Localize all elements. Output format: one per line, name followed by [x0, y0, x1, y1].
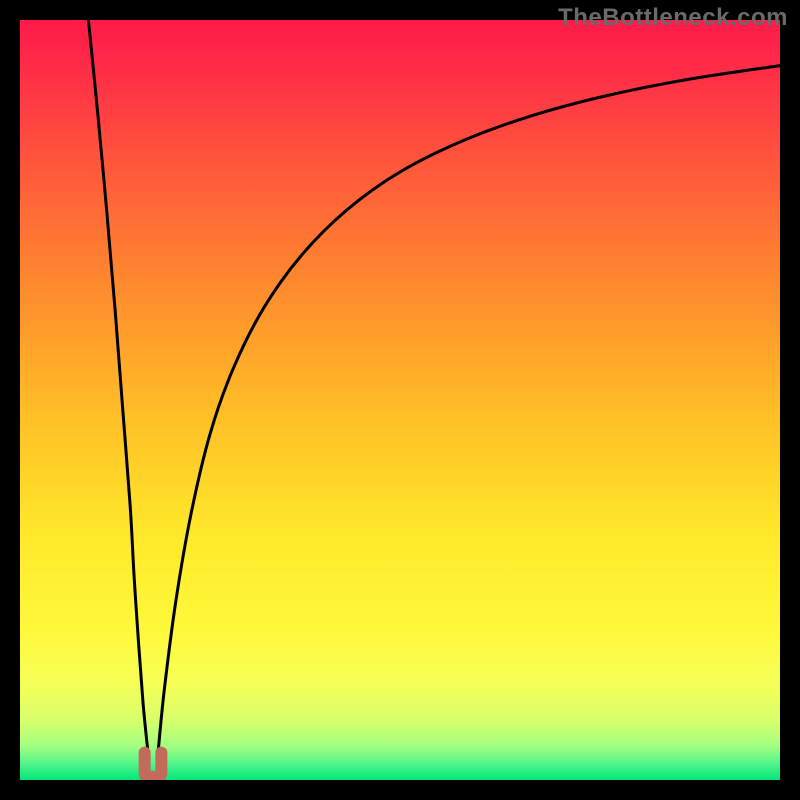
watermark-text: TheBottleneck.com: [558, 4, 788, 32]
plot-background: [20, 20, 780, 780]
chart-frame: TheBottleneck.com: [0, 0, 800, 800]
bottleneck-chart: [0, 0, 800, 800]
